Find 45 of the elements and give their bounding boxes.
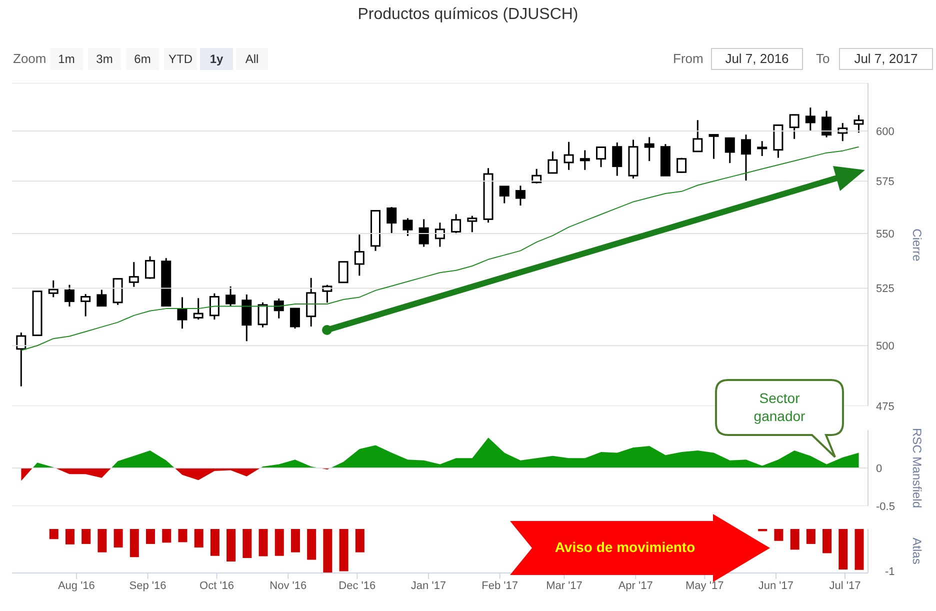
- text: -1: [885, 566, 895, 578]
- y-tick-label: 475: [876, 400, 894, 413]
- y-axis-title: Atlas: [910, 538, 924, 564]
- x-tick-label: Sep '16: [129, 580, 166, 592]
- x-tick-label: Aug '16: [58, 580, 95, 592]
- x-tick-label: Jan '17: [410, 580, 446, 592]
- button: 1y: [200, 48, 233, 70]
- button: All: [236, 48, 268, 70]
- button: YTD: [164, 48, 197, 70]
- x-tick-label: Oct '16: [200, 580, 234, 592]
- x-tick-label: Feb '17: [482, 580, 518, 592]
- date-field: Jul 7, 2017: [839, 48, 933, 70]
- button: 1m: [50, 48, 83, 70]
- text: Zoom: [13, 51, 46, 66]
- y-tick-label: 550: [876, 228, 894, 240]
- candlestick: [177, 296, 188, 330]
- candlestick: [644, 136, 654, 162]
- chart-title: Productos químicos (DJUSCH): [356, 6, 580, 24]
- date-field: Jul 7, 2016: [711, 48, 803, 70]
- x-tick-label: May '17: [686, 580, 724, 592]
- x-tick-label: Apr '17: [618, 580, 653, 592]
- annotation: Sector ganador: [752, 389, 806, 425]
- candlestick: [564, 141, 574, 171]
- x-tick-label: Mar '17: [546, 580, 582, 592]
- button: 6m: [126, 48, 159, 70]
- x-tick-label: Jun '17: [758, 580, 794, 592]
- y-tick-label: -0.5: [876, 500, 895, 513]
- candlestick: [306, 277, 316, 328]
- y-tick-label: 525: [876, 283, 894, 296]
- y-tick-label: 600: [876, 126, 894, 138]
- candlestick: [354, 234, 364, 276]
- candlestick: [805, 106, 816, 132]
- y-axis-title: Cierre: [910, 228, 924, 261]
- text: From: [673, 51, 704, 66]
- text: To: [816, 51, 830, 66]
- y-tick-label: 500: [876, 340, 894, 353]
- x-tick-label: Jul '17: [829, 580, 861, 592]
- y-tick-label: 0: [876, 462, 882, 475]
- y-tick-label: 575: [876, 176, 894, 188]
- y-axis-title: RSC Mansfield: [910, 428, 924, 508]
- candlestick: [580, 149, 590, 171]
- x-tick-label: Nov '16: [270, 580, 307, 592]
- annotation: Aviso de movimiento: [554, 539, 696, 555]
- x-tick-label: Dec '16: [338, 580, 376, 592]
- button: 3m: [88, 48, 121, 70]
